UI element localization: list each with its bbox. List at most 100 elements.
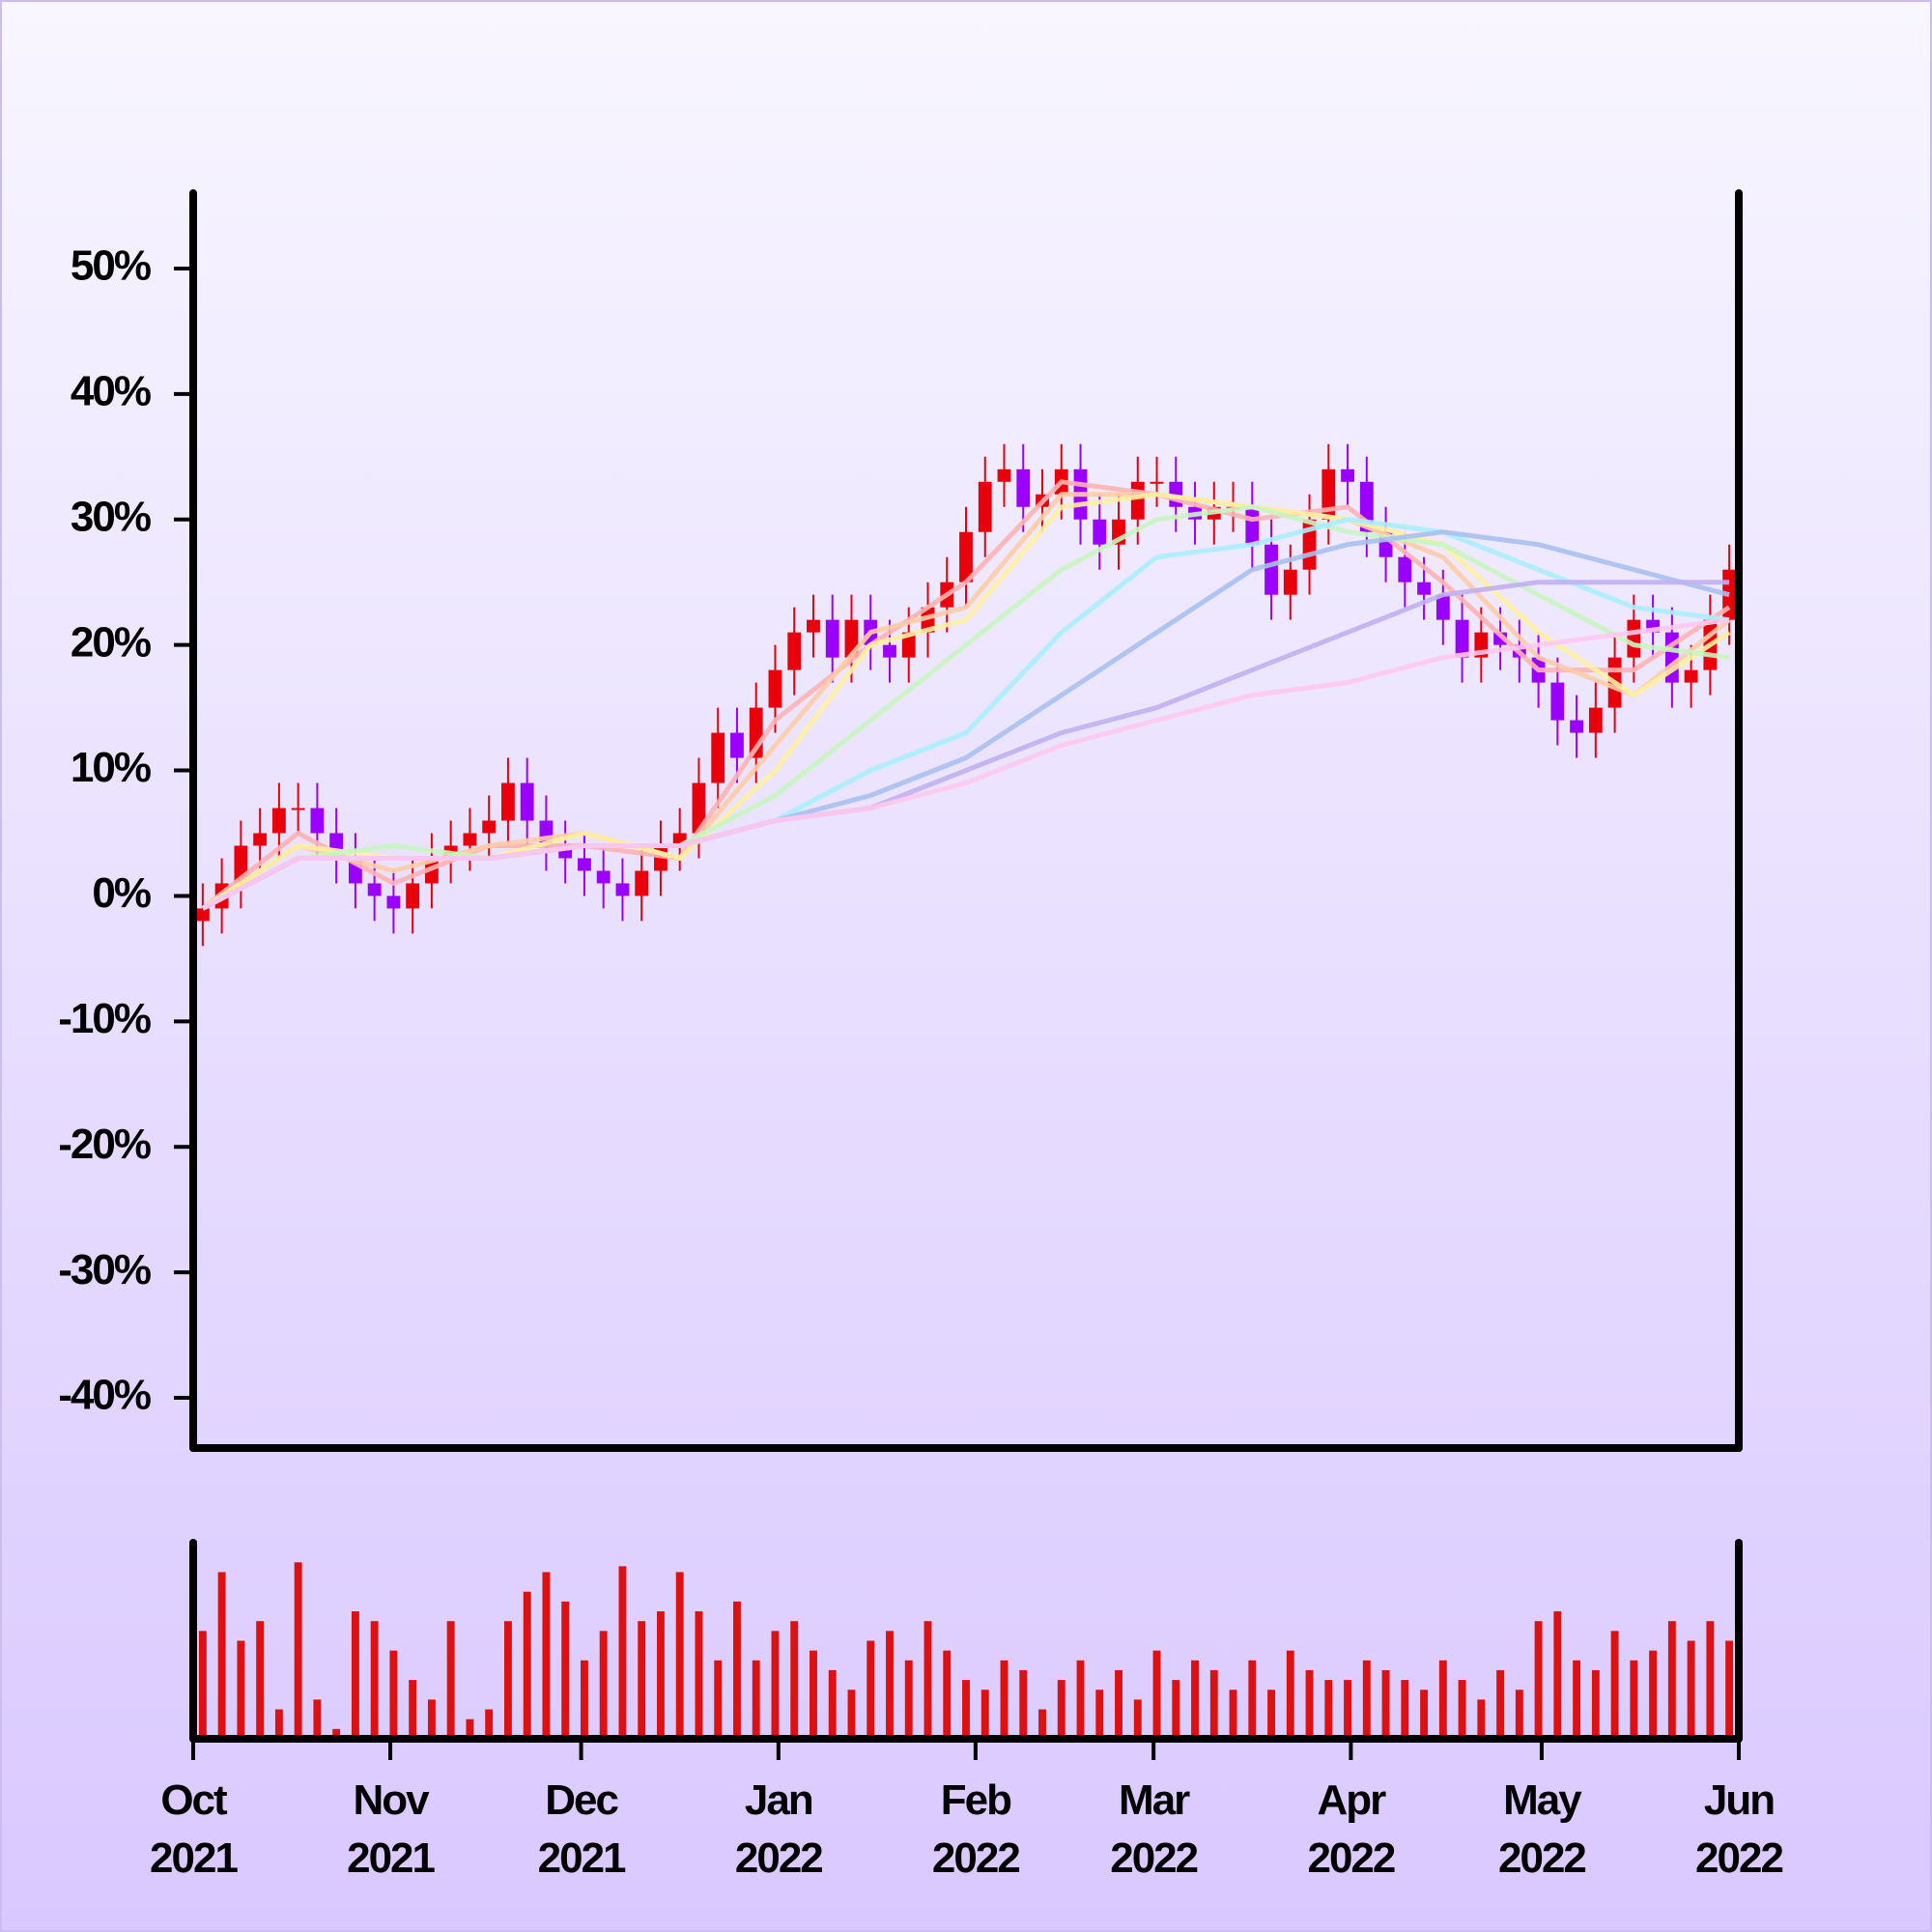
volume-bar xyxy=(1362,1660,1371,1739)
candle-body xyxy=(1093,519,1107,545)
x-tick-label-line: Nov xyxy=(353,1776,430,1824)
volume-bar xyxy=(1095,1690,1104,1739)
volume-bar xyxy=(1553,1611,1562,1739)
y-tick-label: 30% xyxy=(71,493,151,540)
volume-bar xyxy=(1286,1650,1294,1739)
volume-bar xyxy=(1667,1621,1676,1739)
volume-bar xyxy=(1496,1669,1505,1739)
x-tick-label-line: May xyxy=(1503,1776,1582,1824)
x-tick-label: Jun 2022 xyxy=(1695,1776,1782,1882)
volume-bar xyxy=(427,1699,436,1739)
volume-bar xyxy=(274,1709,283,1739)
x-tick-label-line: Jun xyxy=(1704,1776,1774,1824)
candle-body xyxy=(1435,594,1450,620)
candle-body xyxy=(291,808,305,810)
volume-bar xyxy=(1248,1660,1257,1739)
x-tick-label: Nov 2021 xyxy=(347,1776,435,1882)
volume-bar xyxy=(503,1621,512,1739)
candle-body xyxy=(1417,582,1431,595)
volume-bar xyxy=(618,1566,627,1739)
candle-body xyxy=(406,883,420,909)
volume-bar xyxy=(599,1631,608,1739)
x-tick-label-line: Dec xyxy=(545,1776,618,1824)
candle-body xyxy=(768,669,782,708)
volume-bar xyxy=(1057,1680,1065,1739)
volume-bar xyxy=(313,1699,322,1739)
x-tick-label-line: Mar xyxy=(1119,1776,1190,1824)
candle-body xyxy=(596,870,611,884)
volume-bar xyxy=(980,1690,989,1739)
candle-body xyxy=(901,632,916,658)
volume-bar xyxy=(1000,1660,1009,1739)
x-tick-label-line: 2022 xyxy=(1307,1834,1394,1882)
volume-bar xyxy=(904,1660,913,1739)
candle-body xyxy=(501,782,515,821)
y-tick-label: -10% xyxy=(58,995,151,1042)
volume-bar xyxy=(1534,1621,1543,1739)
y-tick-label: -30% xyxy=(58,1246,151,1293)
volume-bar xyxy=(733,1601,741,1739)
candle-body xyxy=(711,732,725,783)
volume-bar xyxy=(1420,1690,1429,1739)
volume-bar xyxy=(886,1631,894,1739)
volume-bar xyxy=(1515,1690,1523,1739)
volume-bar xyxy=(294,1562,302,1739)
candle-body xyxy=(310,808,325,834)
volume-bar xyxy=(198,1631,207,1739)
volume-bar xyxy=(1076,1660,1085,1739)
x-tick-label-line: 2021 xyxy=(538,1834,626,1882)
volume-bar xyxy=(1706,1621,1715,1739)
volume-bar xyxy=(923,1621,932,1739)
volume-bar xyxy=(485,1709,494,1739)
y-tick-label: 50% xyxy=(71,242,151,290)
x-tick-label: Feb 2022 xyxy=(932,1776,1019,1882)
volume-bar xyxy=(1038,1709,1046,1739)
candle-body xyxy=(1627,619,1641,658)
candle-body xyxy=(386,895,401,909)
volume-bar xyxy=(1305,1669,1314,1739)
volume-bar xyxy=(638,1621,646,1739)
candle-body xyxy=(482,820,497,834)
x-tick-label-line: 2022 xyxy=(932,1834,1019,1882)
candle-body xyxy=(1570,720,1584,733)
volume-bar xyxy=(256,1621,265,1739)
candle-body xyxy=(367,883,382,896)
candle-body xyxy=(1283,569,1297,595)
volume-bar xyxy=(1209,1669,1218,1739)
candle-body xyxy=(1016,469,1031,507)
x-tick-label-line: 2022 xyxy=(735,1834,822,1882)
volume-bar xyxy=(1115,1669,1122,1739)
x-tick-label-line: 2022 xyxy=(1695,1834,1782,1882)
volume-bar xyxy=(466,1719,474,1739)
volume-bar xyxy=(561,1601,570,1739)
moving-average-line xyxy=(201,504,1730,911)
x-tick-label-line: 2021 xyxy=(347,1834,435,1882)
volume-bar xyxy=(542,1572,551,1739)
volume-bar xyxy=(1458,1680,1466,1739)
volume-bar xyxy=(1610,1631,1619,1739)
x-tick-label: Oct 2021 xyxy=(150,1776,238,1882)
candle-body xyxy=(883,644,896,658)
candle-body xyxy=(1150,481,1164,484)
candle-body xyxy=(271,808,286,834)
candle-body xyxy=(1684,669,1698,683)
volume-bar xyxy=(1381,1669,1390,1739)
volume-bar xyxy=(1573,1660,1581,1739)
volume-bar xyxy=(1324,1680,1333,1739)
x-tick-label-line: Apr xyxy=(1318,1776,1387,1824)
candle-body xyxy=(463,833,477,846)
x-tick-label: May 2022 xyxy=(1498,1776,1585,1882)
candle-body xyxy=(1130,481,1145,520)
volume-bar xyxy=(1019,1669,1028,1739)
y-tick-label: -40% xyxy=(58,1372,151,1419)
volume-bar xyxy=(1687,1640,1695,1739)
candle-body xyxy=(1341,469,1354,482)
candle-body xyxy=(997,469,1011,482)
x-tick-label-line: Jan xyxy=(745,1776,812,1824)
candle-body xyxy=(921,607,935,633)
candle-body xyxy=(1245,506,1260,545)
candle-body xyxy=(253,833,268,846)
